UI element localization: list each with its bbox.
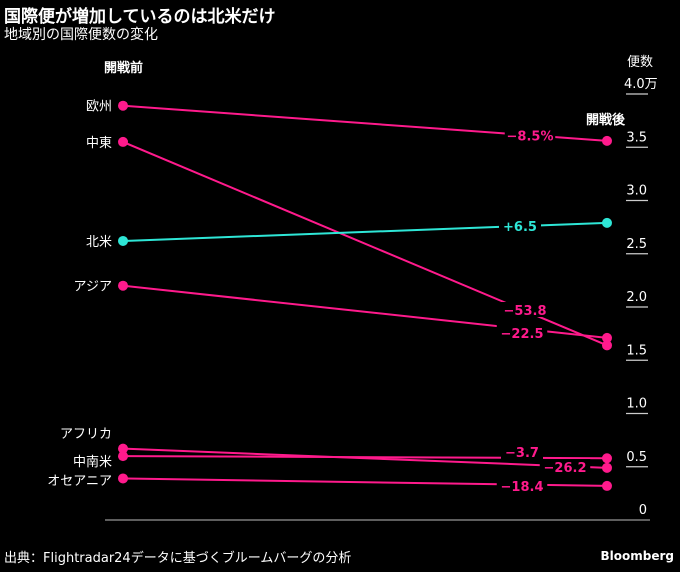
y-tick-label: 1.0 (626, 397, 647, 412)
y-axis-label: 便数 (627, 55, 653, 70)
end-point (602, 340, 612, 351)
change-label-bg (496, 325, 548, 340)
y-tick-label: 1.5 (626, 343, 647, 358)
end-point (602, 217, 612, 228)
region-label: オセアニア (47, 474, 112, 489)
change-label-bg (499, 302, 551, 317)
change-label: −18.4 (501, 480, 544, 495)
change-label-bg (504, 127, 556, 143)
change-label: +6.5 (503, 220, 537, 235)
end-point (602, 453, 612, 464)
start-point (118, 136, 128, 147)
region-label: アジア (74, 280, 112, 295)
end-point (602, 135, 612, 146)
region-label: アフリカ (60, 427, 112, 442)
start-point (118, 100, 128, 111)
start-point (118, 280, 128, 291)
y-tick-label: 4.0万 (624, 77, 658, 92)
change-label: −26.2 (544, 461, 587, 476)
start-point (118, 473, 128, 484)
change-label: −53.8 (504, 304, 547, 319)
change-label-bg (499, 218, 541, 234)
right-column-label: 開戦後 (586, 112, 626, 128)
chart-title: 国際便が増加しているのは北米だけ (4, 7, 276, 27)
end-point (602, 480, 612, 491)
start-point (118, 443, 128, 454)
y-tick-label: 3.5 (626, 130, 647, 145)
change-label-bg (501, 444, 543, 459)
start-point (118, 235, 128, 246)
region-label: 中東 (86, 135, 112, 151)
chart-subtitle: 地域別の国際便数の変化 (4, 27, 158, 43)
y-tick-label: 3.0 (626, 184, 647, 199)
end-point (602, 332, 612, 343)
change-label-bg (539, 459, 591, 474)
change-label: −3.7 (505, 446, 539, 461)
left-column-label: 開戦前 (104, 60, 143, 76)
region-label: 北米 (86, 235, 112, 250)
source-note: 出典：Flightradar24データに基づくブルームバーグの分析 (4, 551, 352, 566)
bloomberg-logo: Bloomberg (600, 549, 675, 563)
y-tick-label: 2.5 (626, 237, 647, 252)
y-tick-label: 2.0 (626, 290, 647, 305)
change-label: −22.5 (501, 327, 544, 342)
change-label-bg (496, 478, 548, 493)
change-label: −8.5% (507, 129, 554, 144)
start-point (118, 451, 128, 462)
region-label: 欧州 (86, 100, 112, 115)
region-label: 中南米 (73, 454, 112, 470)
y-tick-label: 0.5 (626, 450, 647, 465)
y-tick-label: 0 (639, 503, 647, 518)
end-point (602, 462, 612, 473)
series-line (122, 447, 608, 469)
